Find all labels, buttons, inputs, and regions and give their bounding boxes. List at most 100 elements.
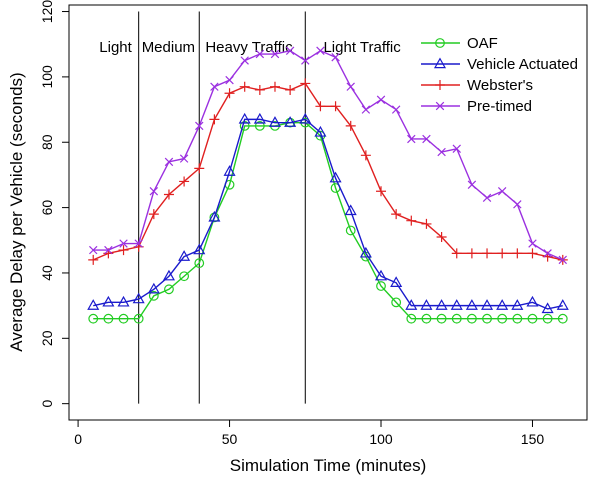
data-point bbox=[558, 255, 567, 265]
data-point bbox=[88, 313, 99, 324]
data-point bbox=[528, 239, 537, 248]
data-point bbox=[193, 243, 206, 255]
data-point bbox=[497, 248, 508, 259]
data-point bbox=[118, 245, 129, 256]
data-point bbox=[179, 154, 189, 163]
data-point bbox=[405, 299, 418, 310]
data-point bbox=[330, 101, 341, 112]
x-tick-label: 0 bbox=[74, 431, 82, 447]
data-point bbox=[406, 215, 417, 226]
y-tick-label: 0 bbox=[39, 400, 55, 408]
data-point bbox=[361, 105, 371, 114]
x-tick-label: 50 bbox=[222, 431, 238, 447]
data-point bbox=[436, 313, 447, 324]
data-point bbox=[451, 248, 462, 259]
data-point bbox=[284, 116, 297, 127]
data-point bbox=[164, 284, 174, 295]
data-point bbox=[148, 290, 159, 301]
data-point bbox=[268, 116, 282, 127]
data-point bbox=[88, 254, 99, 265]
data-point bbox=[450, 299, 463, 310]
data-point bbox=[421, 313, 432, 324]
data-point bbox=[513, 200, 522, 209]
data-point bbox=[134, 239, 143, 248]
data-point bbox=[89, 245, 98, 255]
data-point bbox=[437, 147, 446, 157]
legend-label: Vehicle Actuated bbox=[467, 56, 578, 73]
data-point bbox=[360, 150, 371, 161]
data-point bbox=[466, 248, 477, 259]
data-point bbox=[406, 313, 417, 324]
data-point bbox=[376, 186, 387, 197]
data-point bbox=[482, 313, 492, 324]
legend-label: Webster's bbox=[467, 77, 533, 94]
phase-label: Light bbox=[99, 39, 132, 56]
data-point bbox=[542, 313, 553, 324]
data-point bbox=[557, 313, 568, 324]
data-point bbox=[239, 81, 250, 92]
y-tick-label: 60 bbox=[39, 200, 55, 216]
legend-label: OAF bbox=[467, 35, 498, 52]
data-point bbox=[511, 299, 524, 310]
data-point bbox=[210, 82, 219, 91]
phase-dividers bbox=[138, 11, 306, 404]
data-point bbox=[374, 269, 388, 281]
data-point bbox=[163, 189, 174, 200]
data-point bbox=[331, 53, 340, 62]
data-point bbox=[527, 248, 538, 259]
data-point bbox=[481, 299, 494, 310]
data-point bbox=[482, 248, 493, 259]
data-point bbox=[270, 49, 280, 59]
x-tick-label: 100 bbox=[369, 431, 393, 447]
legend-marker bbox=[435, 38, 445, 48]
data-point bbox=[436, 232, 447, 243]
data-point bbox=[451, 313, 462, 324]
data-point bbox=[421, 218, 432, 229]
series-line bbox=[93, 118, 563, 310]
data-point bbox=[541, 302, 554, 314]
data-point bbox=[376, 281, 386, 291]
data-point bbox=[512, 313, 523, 324]
data-point bbox=[87, 299, 100, 310]
data-point bbox=[543, 249, 552, 258]
data-point bbox=[512, 248, 523, 259]
data-point bbox=[164, 157, 174, 167]
data-point bbox=[497, 187, 507, 196]
y-tick-label: 20 bbox=[39, 330, 55, 346]
data-point bbox=[179, 176, 190, 187]
data-point bbox=[376, 95, 386, 104]
data-point bbox=[359, 246, 372, 258]
data-point bbox=[147, 282, 160, 294]
data-point bbox=[316, 46, 325, 55]
y-axis: 0 20 40 60 80 100 120 bbox=[39, 0, 70, 408]
data-point bbox=[118, 313, 129, 324]
data-point bbox=[253, 112, 266, 124]
data-point bbox=[435, 299, 448, 310]
data-point bbox=[346, 82, 355, 91]
data-point bbox=[391, 105, 401, 114]
x-axis-label: Simulation Time (minutes) bbox=[230, 456, 427, 475]
data-point bbox=[391, 297, 402, 308]
data-point bbox=[285, 84, 296, 95]
y-tick-label: 40 bbox=[39, 265, 55, 281]
data-point bbox=[179, 271, 190, 282]
data-point bbox=[452, 144, 461, 154]
data-point bbox=[285, 46, 295, 55]
data-point bbox=[194, 163, 205, 174]
data-point bbox=[390, 276, 403, 287]
phase-label: Light Traffic bbox=[323, 39, 401, 56]
data-point bbox=[300, 78, 311, 89]
data-point bbox=[345, 120, 356, 131]
series-plus bbox=[88, 78, 568, 265]
data-point bbox=[119, 239, 128, 248]
series-line bbox=[93, 121, 563, 320]
series-circle bbox=[88, 117, 568, 324]
data-point bbox=[255, 49, 265, 59]
data-point bbox=[344, 204, 357, 216]
data-point bbox=[224, 88, 235, 99]
series-layer bbox=[87, 46, 569, 324]
data-point bbox=[314, 125, 327, 137]
x-axis: 0 50 100 150 bbox=[74, 419, 544, 447]
data-point bbox=[149, 187, 159, 196]
